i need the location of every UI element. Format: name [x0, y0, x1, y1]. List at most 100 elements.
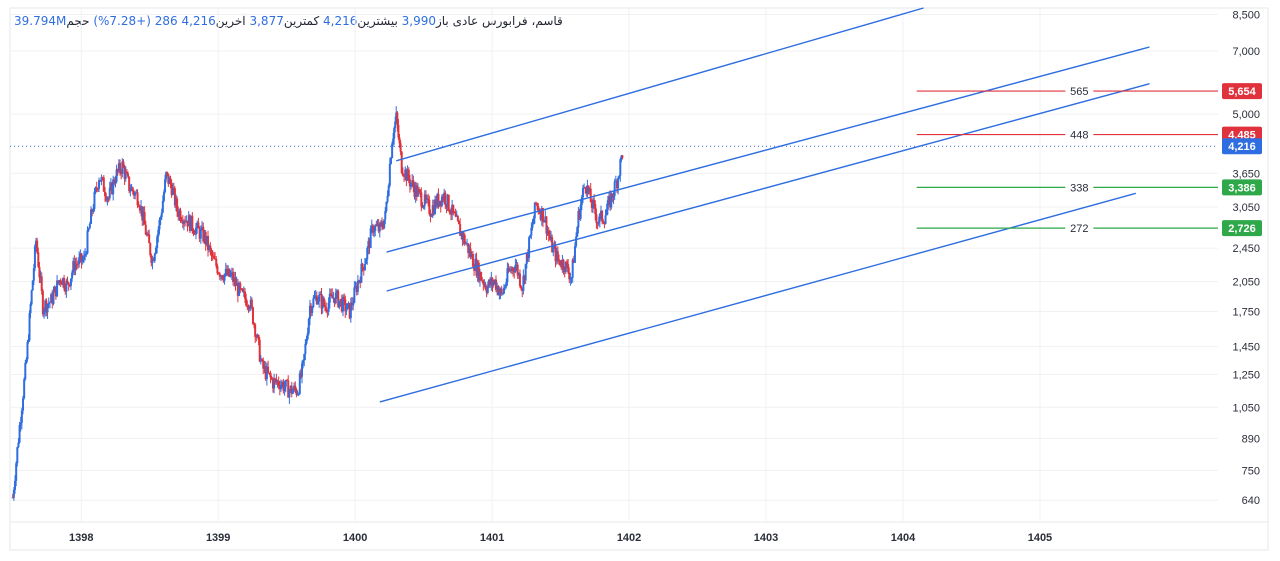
- candle-body: [468, 248, 471, 253]
- candle-body: [82, 255, 85, 260]
- candle-body: [501, 293, 504, 295]
- candle-body: [378, 223, 381, 232]
- candle-body: [537, 205, 540, 212]
- candle-body: [341, 296, 344, 312]
- candle-body: [374, 225, 377, 232]
- candle-body: [23, 379, 26, 399]
- candle-body: [395, 112, 398, 122]
- candle-body: [274, 378, 277, 380]
- candle-body: [171, 187, 174, 195]
- candle-body: [463, 234, 466, 244]
- candle-body: [326, 310, 329, 312]
- candle-body: [387, 185, 390, 196]
- candle-body: [166, 172, 169, 174]
- candle-body: [375, 225, 378, 227]
- candle-body: [299, 373, 302, 377]
- candle-body: [182, 220, 185, 224]
- candle-body: [567, 264, 570, 273]
- candle-body: [529, 235, 532, 238]
- candle-body: [258, 339, 261, 362]
- candle-body: [113, 179, 116, 184]
- candle-body: [439, 200, 442, 206]
- candle-body: [52, 292, 55, 304]
- candle-body: [147, 234, 150, 236]
- candle-body: [284, 380, 287, 387]
- candle-body: [383, 219, 386, 229]
- candle-body: [415, 185, 418, 197]
- candle-body: [288, 390, 291, 398]
- candle-body: [223, 273, 226, 281]
- candle-body: [604, 215, 607, 224]
- candle-body: [440, 196, 443, 206]
- candle-body: [569, 277, 572, 280]
- y-tick-label: 7,000: [1232, 46, 1260, 58]
- candle-body: [46, 304, 49, 313]
- candle-body: [502, 287, 505, 294]
- candle-body: [380, 222, 383, 227]
- candle-body: [514, 264, 517, 273]
- candle-body: [331, 294, 334, 299]
- candle-body: [198, 228, 201, 239]
- low-value: 3,877: [249, 14, 284, 28]
- candle-body: [38, 266, 41, 278]
- price-tag-text: 5,654: [1228, 86, 1256, 98]
- candle-body: [267, 366, 270, 373]
- candle-body: [613, 181, 616, 196]
- channel-mid-lower: [386, 83, 1150, 292]
- y-tick-label: 3,050: [1232, 202, 1260, 214]
- candle-body: [549, 237, 552, 240]
- candle-body: [605, 209, 608, 216]
- candle-body: [15, 463, 18, 481]
- candle-body: [578, 211, 581, 219]
- y-tick-label: 1,250: [1232, 370, 1260, 382]
- candle-body: [363, 264, 366, 271]
- candle-body: [249, 299, 252, 308]
- candle-body: [422, 205, 425, 208]
- candle-body: [414, 185, 417, 197]
- candle-body: [601, 210, 604, 222]
- y-tick-label: 750: [1242, 465, 1260, 477]
- candle-body: [45, 300, 48, 313]
- candle-body: [228, 268, 231, 277]
- candle-body: [602, 221, 605, 223]
- candle-body: [528, 237, 531, 258]
- candle-body: [39, 276, 42, 278]
- candle-body: [190, 215, 193, 232]
- candle-body: [169, 178, 172, 185]
- candle-body: [419, 190, 422, 193]
- candle-body: [450, 213, 453, 215]
- candle-body: [584, 187, 587, 189]
- candle-body: [73, 261, 76, 271]
- candle-body: [294, 385, 297, 390]
- candle-body: [242, 291, 245, 293]
- candle-body: [17, 442, 20, 448]
- candle-body: [125, 171, 128, 174]
- candle-body: [328, 293, 331, 303]
- candle-body: [191, 215, 194, 230]
- price-tag-text: 3,386: [1228, 182, 1256, 194]
- candle-body: [384, 211, 387, 220]
- candle-body: [352, 302, 355, 306]
- candle-body: [598, 213, 601, 222]
- last-price-tag-text: 4,216: [1228, 141, 1256, 153]
- candle-body: [512, 267, 515, 271]
- candle-body: [134, 192, 137, 196]
- candle-body: [330, 293, 333, 295]
- candle-body: [173, 188, 176, 206]
- candle-body: [154, 248, 157, 254]
- candle-body: [453, 212, 456, 214]
- level-label: 448: [1070, 130, 1088, 142]
- candle-body: [599, 210, 602, 214]
- candle-body: [158, 219, 161, 230]
- candle-body: [579, 205, 582, 219]
- candle-body: [304, 343, 307, 355]
- candle-body: [498, 292, 501, 295]
- candle-body: [85, 253, 88, 255]
- candle-body: [71, 272, 74, 279]
- candle-body: [456, 215, 459, 221]
- y-tick-label: 2,050: [1232, 277, 1260, 289]
- candle-body: [95, 187, 98, 189]
- y-tick-label: 1,450: [1232, 342, 1260, 354]
